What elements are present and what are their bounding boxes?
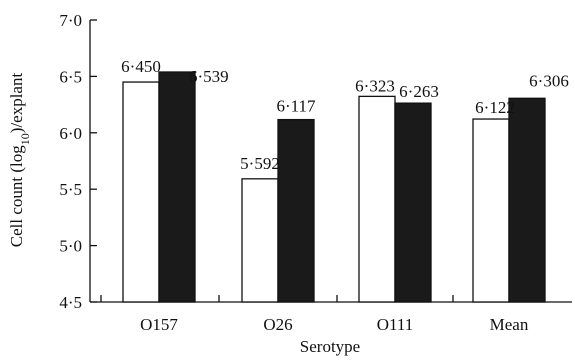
y-axis-title: Cell count (log10)/explant [7, 73, 32, 248]
data-label: 6·117 [276, 97, 316, 116]
axes: 4·5 5·0 5·5 6·0 6·5 7·0 O157 O26 O111 Mean [59, 11, 572, 334]
x-tick-label: O26 [263, 315, 292, 334]
data-label: 6·539 [189, 67, 229, 86]
x-tick-label: Mean [490, 315, 529, 334]
x-tick-label: O157 [140, 315, 178, 334]
y-tick-label: 5·5 [59, 180, 82, 199]
y-axis-title-suffix: )/explant [7, 73, 26, 134]
y-tick-label: 6·0 [59, 124, 82, 143]
data-label: 6·263 [399, 82, 439, 101]
y-tick-label: 4·5 [59, 293, 82, 312]
bar-series-1 [122, 81, 160, 303]
data-label: 6·306 [529, 71, 569, 90]
data-labels: 6·450 6·539 5·592 6·117 6·323 6·263 6·122 6·306 [121, 57, 569, 173]
y-tick-label: 5·0 [59, 237, 82, 256]
bar-series-1 [241, 178, 279, 303]
bar-series-1 [472, 118, 510, 303]
bar-series-2 [508, 97, 546, 303]
data-label: 5·592 [240, 154, 280, 173]
bar-series-2 [277, 118, 315, 303]
bar-series-2 [394, 102, 432, 303]
data-label: 6·323 [355, 76, 395, 95]
data-label: 6·122 [475, 98, 515, 117]
bar-series-1 [358, 95, 396, 303]
y-tick-label: 7·0 [59, 11, 82, 30]
x-axis-title: Serotype [300, 337, 360, 356]
bar-series-2 [158, 71, 196, 303]
x-tick-label: O111 [377, 315, 414, 334]
y-axis-title-subscript: 10 [18, 133, 32, 145]
bars [122, 71, 546, 303]
y-axis-title-prefix: Cell count (log [7, 145, 26, 247]
y-tick-label: 6·5 [59, 67, 82, 86]
data-label: 6·450 [121, 57, 161, 76]
